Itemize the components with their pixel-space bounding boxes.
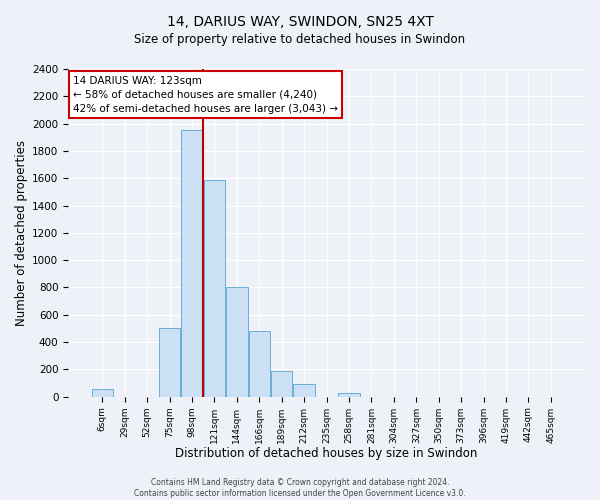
Bar xyxy=(271,372,292,396)
Text: 14, DARIUS WAY, SWINDON, SN25 4XT: 14, DARIUS WAY, SWINDON, SN25 4XT xyxy=(167,15,433,29)
Bar xyxy=(226,288,248,397)
Bar xyxy=(92,389,113,396)
X-axis label: Distribution of detached houses by size in Swindon: Distribution of detached houses by size … xyxy=(175,447,478,460)
Y-axis label: Number of detached properties: Number of detached properties xyxy=(15,140,28,326)
Text: Size of property relative to detached houses in Swindon: Size of property relative to detached ho… xyxy=(134,32,466,46)
Bar xyxy=(204,180,225,396)
Bar xyxy=(159,328,180,396)
Bar xyxy=(248,331,270,396)
Bar xyxy=(181,130,203,396)
Bar xyxy=(338,392,359,396)
Bar xyxy=(293,384,315,396)
Text: Contains HM Land Registry data © Crown copyright and database right 2024.
Contai: Contains HM Land Registry data © Crown c… xyxy=(134,478,466,498)
Text: 14 DARIUS WAY: 123sqm
← 58% of detached houses are smaller (4,240)
42% of semi-d: 14 DARIUS WAY: 123sqm ← 58% of detached … xyxy=(73,76,338,114)
